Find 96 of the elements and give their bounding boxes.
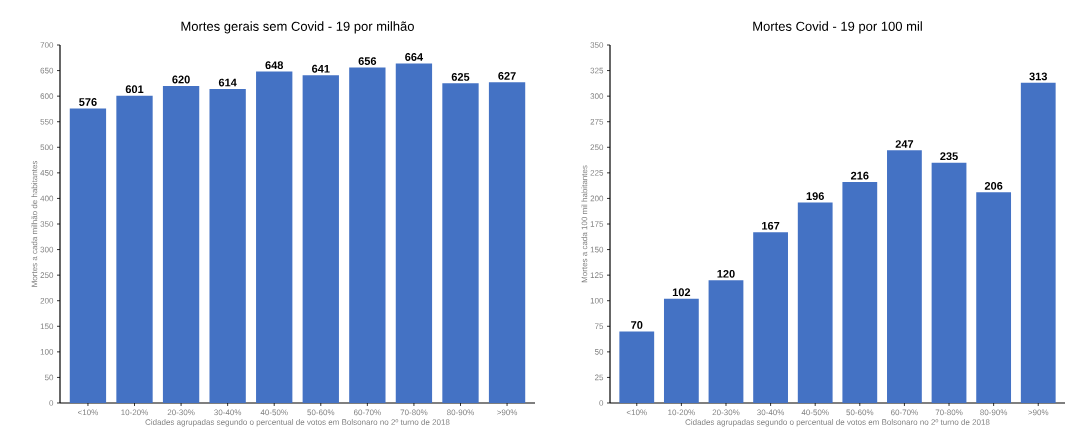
y-tick-label: 550 — [40, 118, 54, 125]
bar — [797, 202, 833, 403]
y-tick-label: 25 — [594, 374, 604, 381]
bar — [488, 82, 526, 403]
y-axis-title: Mortes a cada milhão de habitantes — [31, 160, 38, 287]
x-tick-label: 40-50% — [260, 409, 288, 416]
data-label: 641 — [312, 64, 330, 73]
x-tick-label: 10-20% — [121, 409, 148, 416]
x-tick-label: >90% — [497, 409, 518, 416]
data-label: 247 — [895, 140, 914, 148]
y-tick-label: 50 — [44, 374, 54, 381]
bar — [395, 63, 433, 403]
y-axis-title: Mortes a cada 100 mil habitantes — [581, 165, 588, 283]
bar — [69, 108, 107, 403]
x-tick-label: 60-70% — [891, 409, 918, 416]
x-tick-label: 60-70% — [353, 409, 381, 416]
bar — [931, 162, 967, 403]
data-label: 656 — [358, 57, 377, 65]
x-tick-label: <10% — [77, 409, 98, 416]
y-tick-label: 400 — [40, 195, 54, 202]
data-label: 313 — [1029, 72, 1048, 81]
x-tick-label: 10-20% — [668, 409, 695, 416]
data-label: 167 — [762, 221, 780, 230]
x-axis-title: Cidades agrupadas segundo o percentual de votos em Bolsonaro no 2º turno de 2018 — [685, 419, 990, 427]
y-tick-label: 300 — [590, 93, 604, 99]
data-label: 206 — [984, 181, 1003, 190]
y-tick-label: 250 — [590, 144, 604, 151]
bar — [708, 280, 744, 403]
x-tick-label: 80-90% — [447, 409, 474, 416]
chart-title: Mortes Covid - 19 por 100 mil — [753, 21, 922, 34]
y-tick-label: 0 — [599, 400, 604, 406]
data-label: 620 — [172, 75, 190, 84]
y-tick-label: 50 — [594, 349, 604, 355]
data-label: 70 — [631, 321, 643, 329]
x-tick-label: 50-60% — [846, 409, 874, 416]
bar — [753, 232, 788, 403]
y-tick-label: 125 — [590, 272, 604, 278]
data-label: 648 — [265, 61, 284, 70]
bar — [1020, 82, 1056, 403]
bar — [619, 331, 655, 403]
data-label: 196 — [806, 192, 824, 200]
y-tick-label: 275 — [590, 118, 604, 125]
x-tick-label: >90% — [1028, 409, 1049, 416]
data-label: 235 — [940, 152, 958, 161]
y-tick-label: 225 — [590, 170, 604, 176]
x-tick-label: 50-60% — [307, 409, 335, 416]
bar — [842, 182, 878, 403]
bar — [887, 150, 922, 403]
y-tick-label: 100 — [590, 297, 604, 304]
y-tick-label: 350 — [590, 42, 604, 48]
y-tick-label: 650 — [40, 67, 54, 74]
data-label: 664 — [405, 53, 424, 61]
y-tick-label: 700 — [40, 42, 54, 48]
y-tick-label: 200 — [40, 297, 54, 304]
x-tick-label: 30-40% — [757, 409, 785, 416]
x-tick-label: 20-30% — [167, 409, 195, 416]
x-tick-label: 30-40% — [214, 409, 242, 416]
x-tick-label: 70-80% — [935, 409, 963, 416]
data-label: 614 — [218, 78, 237, 87]
y-tick-label: 250 — [40, 272, 54, 278]
y-tick-label: 150 — [590, 246, 604, 253]
x-axis-title: Cidades agrupadas segundo o percentual de votos em Bolsonaro no 2º turno de 2018 — [145, 419, 450, 427]
y-tick-label: 100 — [40, 349, 54, 355]
y-tick-label: 200 — [590, 195, 604, 202]
x-tick-label: <10% — [626, 409, 647, 416]
data-label: 102 — [672, 288, 691, 297]
y-tick-label: 175 — [590, 221, 604, 227]
y-tick-label: 300 — [40, 246, 54, 253]
y-tick-label: 350 — [40, 221, 54, 227]
y-tick-label: 600 — [40, 93, 54, 99]
y-tick-label: 325 — [590, 67, 604, 74]
bar — [116, 95, 153, 403]
data-label: 627 — [498, 72, 516, 80]
data-label: 625 — [451, 73, 470, 81]
data-label: 576 — [79, 98, 97, 106]
bar — [976, 192, 1012, 403]
data-label: 601 — [125, 85, 144, 94]
y-tick-label: 0 — [49, 400, 54, 406]
y-tick-label: 150 — [40, 323, 54, 330]
bar — [442, 83, 479, 403]
bar — [302, 75, 339, 403]
bar — [162, 85, 200, 403]
data-label: 120 — [717, 269, 735, 278]
bar — [209, 88, 246, 403]
data-label: 216 — [851, 171, 869, 180]
x-tick-label: 40-50% — [801, 409, 829, 416]
y-tick-label: 75 — [594, 323, 604, 330]
y-tick-label: 450 — [40, 170, 54, 176]
chart-title: Mortes gerais sem Covid - 19 por milhão — [181, 21, 414, 34]
x-tick-label: 80-90% — [980, 409, 1008, 416]
x-tick-label: 70-80% — [400, 409, 428, 416]
bar — [349, 67, 386, 403]
y-tick-label: 500 — [40, 144, 54, 151]
bar — [663, 298, 699, 403]
x-tick-label: 20-30% — [712, 409, 740, 416]
bar — [256, 71, 293, 403]
